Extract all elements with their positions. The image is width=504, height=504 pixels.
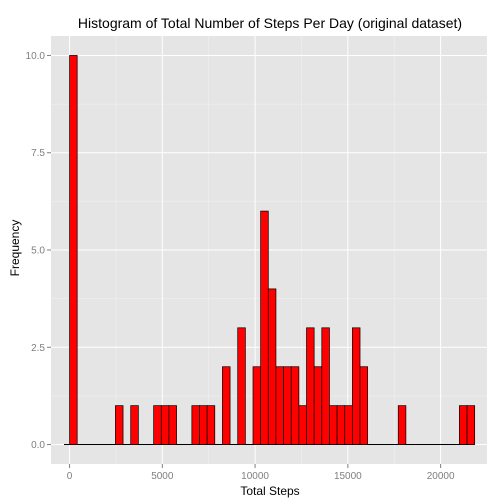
axis-ticks: 0 5000 10000 15000 20000 0.0 2.5 5.0 7.5 10.0 [26, 51, 455, 482]
histogram-bar [283, 366, 292, 445]
y-tick-label: 5.0 [31, 246, 45, 257]
histogram-bar [359, 366, 369, 445]
y-axis-title: Frequency [8, 220, 22, 277]
bars [63, 55, 476, 446]
histogram-bar [298, 405, 307, 445]
chart-title: Histogram of Total Number of Steps Per D… [78, 15, 462, 31]
histogram-bar [352, 327, 361, 445]
histogram-bar [206, 405, 216, 445]
histogram-bar [168, 405, 177, 445]
x-tick-label: 20000 [427, 471, 455, 482]
x-tick-label: 5000 [151, 471, 174, 482]
x-axis-title: Total Steps [240, 484, 299, 498]
histogram-bar [237, 327, 246, 445]
histogram-bar [191, 405, 200, 445]
histogram-bar [222, 366, 231, 445]
histogram-bar [160, 405, 170, 445]
histogram-bar [459, 405, 468, 445]
histogram-bar [153, 405, 162, 445]
histogram-bar [130, 405, 139, 445]
histogram-bar [397, 405, 407, 445]
histogram-bar [466, 405, 476, 445]
histogram-bar [313, 366, 323, 445]
x-tick-label: 10000 [241, 471, 269, 482]
histogram-bar [252, 366, 262, 445]
histogram-bar [290, 366, 300, 445]
histogram-bar [69, 55, 78, 445]
x-tick-label: 15000 [334, 471, 362, 482]
histogram-bar [199, 405, 208, 445]
histogram-bar [336, 405, 346, 445]
histogram-bar [260, 210, 269, 445]
histogram-bar [115, 405, 124, 445]
y-tick-label: 0.0 [31, 440, 45, 451]
x-tick-label: 0 [67, 471, 73, 482]
histogram-bar [329, 405, 338, 445]
histogram-bar [321, 327, 330, 445]
histogram-bar [306, 327, 315, 445]
histogram-bar [344, 405, 353, 445]
histogram-bar [267, 288, 277, 445]
y-tick-label: 7.5 [31, 148, 45, 159]
y-tick-label: 2.5 [31, 343, 45, 354]
y-tick-label: 10.0 [26, 51, 46, 62]
histogram-bar [275, 366, 284, 445]
